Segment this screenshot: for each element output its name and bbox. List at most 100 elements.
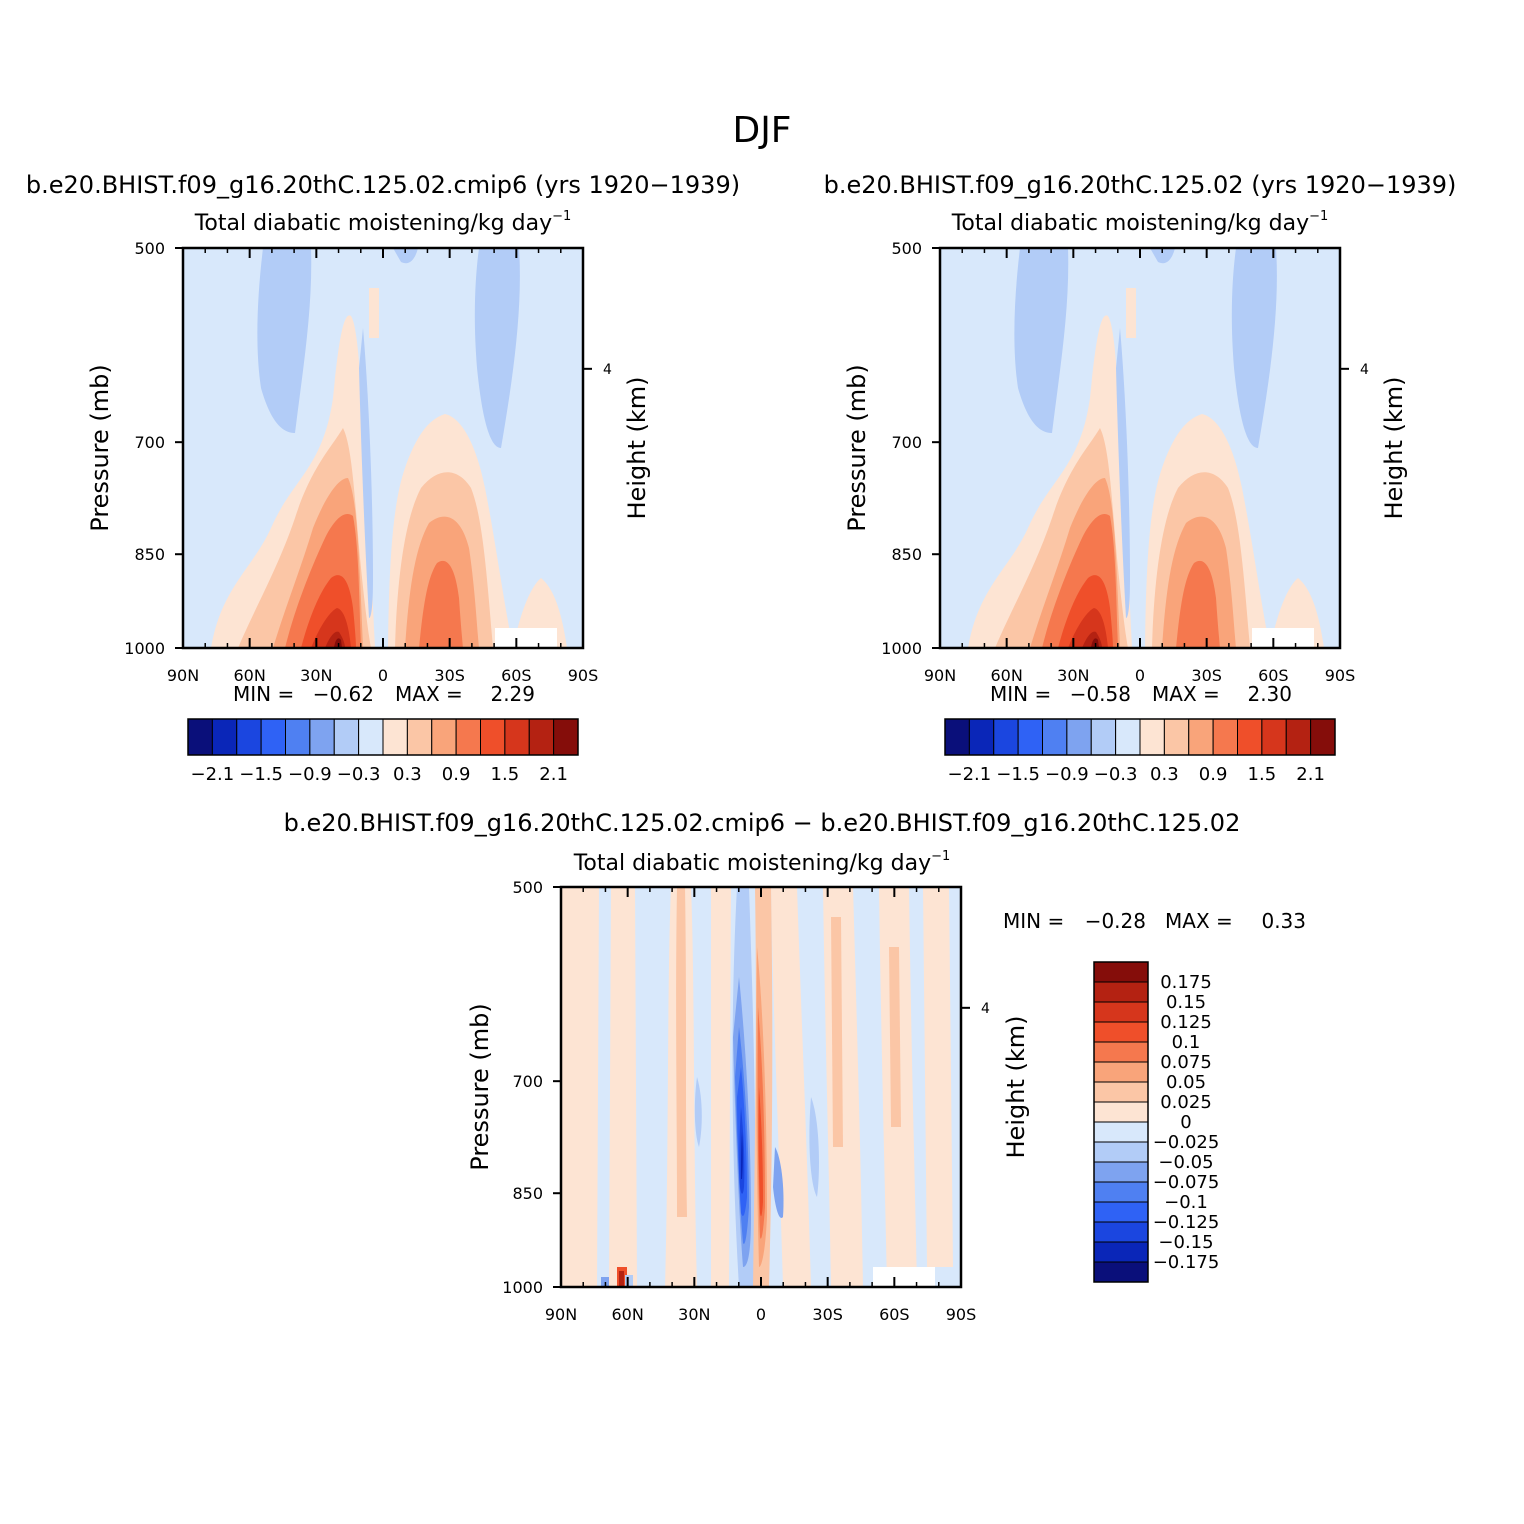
colorbar-label: 0	[1180, 1112, 1191, 1133]
colorbar-label: −0.9	[1045, 764, 1089, 785]
x-tick-label: 60N	[234, 666, 266, 685]
colorbar-label: −1.5	[996, 764, 1040, 785]
x-tick-label: 30N	[678, 1305, 710, 1324]
colorbar-label: 1.5	[1248, 764, 1277, 785]
colorbar-swatch	[1163, 718, 1190, 756]
panel-subtitle: Total diabatic moistening/kg day−1	[951, 209, 1329, 236]
panel-title: b.e20.BHIST.f09_g16.20thC.125.02.cmip6 −…	[284, 809, 1241, 837]
max-value: 0.33	[1261, 909, 1306, 933]
colorbar-frame	[1093, 961, 1149, 1283]
colorbar-swatch	[1090, 718, 1117, 756]
x-tick-label: 30S	[1191, 666, 1222, 685]
y-axis-label: Pressure (mb)	[86, 364, 114, 531]
x-tick-label: 90S	[568, 666, 599, 685]
colorbar-label: 0.05	[1166, 1072, 1206, 1093]
y-tick-label: 1000	[881, 639, 922, 658]
colorbar-swatch	[1042, 718, 1068, 756]
colorbar-swatch	[553, 718, 579, 756]
colorbar-label: 0.125	[1160, 1012, 1212, 1033]
colorbar-label: −1.5	[239, 764, 283, 785]
min-value: −0.58	[1070, 682, 1131, 706]
x-tick-label: 60N	[991, 666, 1023, 685]
colorbar-frame	[944, 718, 1336, 756]
y-tick-label: 700	[512, 1072, 543, 1091]
y-tick-label: 500	[891, 239, 922, 258]
y-tick-label: 850	[134, 545, 165, 564]
colorbar-swatch	[528, 718, 555, 756]
x-tick-label: 0	[756, 1305, 766, 1324]
colorbar-swatch	[1115, 718, 1141, 756]
x-tick-label: 0	[1135, 666, 1145, 685]
colorbar-label: −0.3	[1094, 764, 1138, 785]
colorbar-swatch	[480, 718, 506, 756]
y-tick-label: 700	[891, 433, 922, 452]
x-tick-label: 30N	[1057, 666, 1089, 685]
colorbar-swatch	[1212, 718, 1238, 756]
y2-axis-label: Height (km)	[1380, 377, 1408, 520]
max-label: MAX =	[1152, 682, 1220, 706]
colorbar-swatch	[236, 718, 262, 756]
colorbar-swatch	[285, 718, 311, 756]
colorbar-swatch	[1093, 1081, 1149, 1103]
colorbar-label: −2.1	[948, 764, 992, 785]
x-tick-label: 60N	[612, 1305, 644, 1324]
colorbar-swatch	[260, 718, 286, 756]
colorbar-swatch	[1093, 1021, 1149, 1043]
panel-difference: b.e20.BHIST.f09_g16.20thC.125.02.cmip6 −…	[284, 809, 1306, 1324]
colorbar-label: 0.075	[1160, 1052, 1212, 1073]
x-tick-label: 90N	[545, 1305, 577, 1324]
max-label: MAX =	[395, 682, 463, 706]
colorbar-swatch	[1093, 981, 1149, 1003]
colorbar-label: −0.025	[1153, 1132, 1220, 1153]
colorbar-label: 2.1	[1296, 764, 1325, 785]
colorbar-frame	[187, 718, 579, 756]
colorbar-label: −0.3	[337, 764, 381, 785]
colorbar-swatch	[1093, 1121, 1149, 1143]
plot-axes: 90N 60N 30N 0 30S 60S 90S 500 700 850 1000 4	[124, 239, 612, 685]
colorbar-swatch	[1261, 718, 1287, 756]
panel-top-right: b.e20.BHIST.f09_g16.20thC.125.02 (yrs 19…	[824, 171, 1457, 785]
field-plot	[561, 887, 961, 1287]
colorbar-swatch	[1093, 1221, 1149, 1243]
x-tick-label: 30S	[812, 1305, 843, 1324]
plot-axes: 90N 60N 30N 0 30S 60S 90S 500 700 850 1000 4	[502, 878, 990, 1324]
colorbar-swatch	[1093, 1001, 1149, 1023]
y-tick-label: 500	[512, 878, 543, 897]
x-tick-label: 60S	[879, 1305, 910, 1324]
colorbar-swatch	[1093, 1041, 1149, 1063]
y2-tick-label: 4	[981, 1001, 990, 1017]
y2-axis-label: Height (km)	[1002, 1016, 1030, 1159]
y-tick-label: 850	[891, 545, 922, 564]
y-tick-label: 700	[134, 433, 165, 452]
colorbar-label: 0.9	[442, 764, 471, 785]
min-label: MIN =	[233, 682, 294, 706]
colorbar-label: −0.15	[1158, 1232, 1213, 1253]
colorbar-swatch	[455, 718, 481, 756]
colorbar-swatch	[1237, 718, 1263, 756]
colorbar-label: −0.175	[1153, 1252, 1220, 1273]
y-axis-label: Pressure (mb)	[466, 1003, 494, 1170]
colorbar-label: −0.9	[288, 764, 332, 785]
colorbar-label: −0.125	[1153, 1212, 1220, 1233]
y-tick-label: 1000	[502, 1278, 543, 1297]
colorbar-label: −0.075	[1153, 1172, 1220, 1193]
max-value: 2.29	[490, 682, 535, 706]
panel-subtitle: Total diabatic moistening/kg day−1	[573, 849, 951, 876]
colorbar-swatch	[1093, 1201, 1149, 1223]
colorbar-swatch	[1017, 718, 1043, 756]
colorbar-swatch	[1093, 1261, 1149, 1283]
max-label: MAX =	[1165, 909, 1233, 933]
colorbar-label: −0.1	[1164, 1192, 1208, 1213]
y-axis-label: Pressure (mb)	[843, 364, 871, 531]
min-value: −0.62	[313, 682, 374, 706]
colorbar-swatch	[1310, 718, 1336, 756]
colorbar-label: −2.1	[191, 764, 235, 785]
min-label: MIN =	[1003, 909, 1064, 933]
colorbar-swatch	[1093, 1241, 1149, 1263]
colorbar-swatch	[1093, 1181, 1149, 1203]
panel-title: b.e20.BHIST.f09_g16.20thC.125.02.cmip6 (…	[26, 171, 740, 199]
colorbar: −2.1 −1.5 −0.9 −0.3 0.3 0.9 1.5 2.1	[187, 718, 579, 785]
y-tick-label: 500	[134, 239, 165, 258]
colorbar-swatch	[333, 718, 360, 756]
